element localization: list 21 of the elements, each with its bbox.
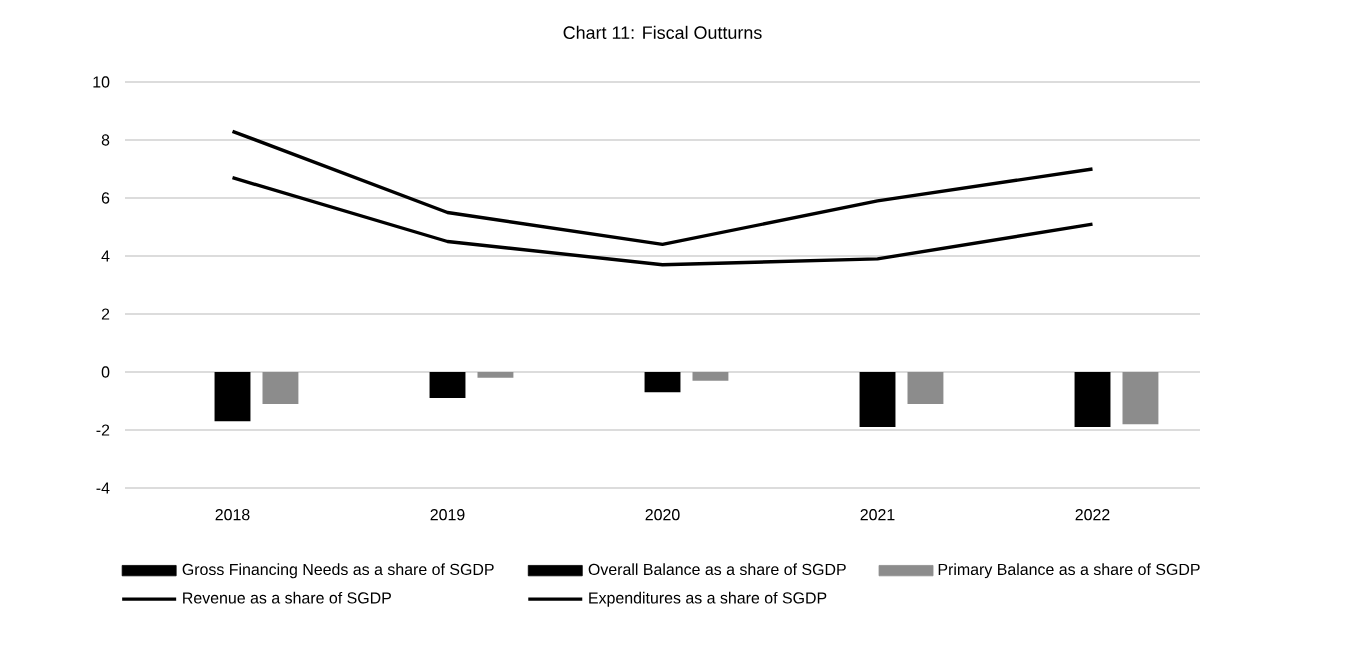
- legend-label: Primary Balance as a share of SGDP: [938, 563, 1200, 579]
- y-tick-label: -4: [96, 482, 110, 494]
- x-tick-label: 2022: [1075, 509, 1110, 521]
- y-tick-label: 8: [101, 134, 110, 146]
- x-tick-label: 2020: [645, 509, 680, 521]
- x-tick-label: 2019: [430, 509, 465, 521]
- y-tick-label: 2: [101, 308, 110, 320]
- y-tick-label: 10: [93, 76, 110, 88]
- line-series: [230, 129, 1095, 247]
- y-tick-label: -2: [96, 424, 110, 436]
- x-tick-label: 2018: [215, 509, 250, 521]
- chart-title: Chart 11: Fiscal Outturns: [563, 25, 762, 40]
- line-series: [230, 176, 1095, 267]
- legend-label: Revenue as a share of SGDP: [183, 591, 391, 604]
- y-tick-label: 0: [101, 366, 110, 378]
- x-tick-label: 2021: [860, 509, 895, 521]
- legend-label: Gross Financing Needs as a share of SGDP: [182, 563, 494, 579]
- y-tick-label: 6: [101, 192, 110, 204]
- legend-label: Overall Balance as a share of SGDP: [588, 563, 846, 576]
- y-tick-label: 4: [101, 250, 110, 262]
- legend-label: Expenditures as a share of SGDP: [589, 591, 827, 607]
